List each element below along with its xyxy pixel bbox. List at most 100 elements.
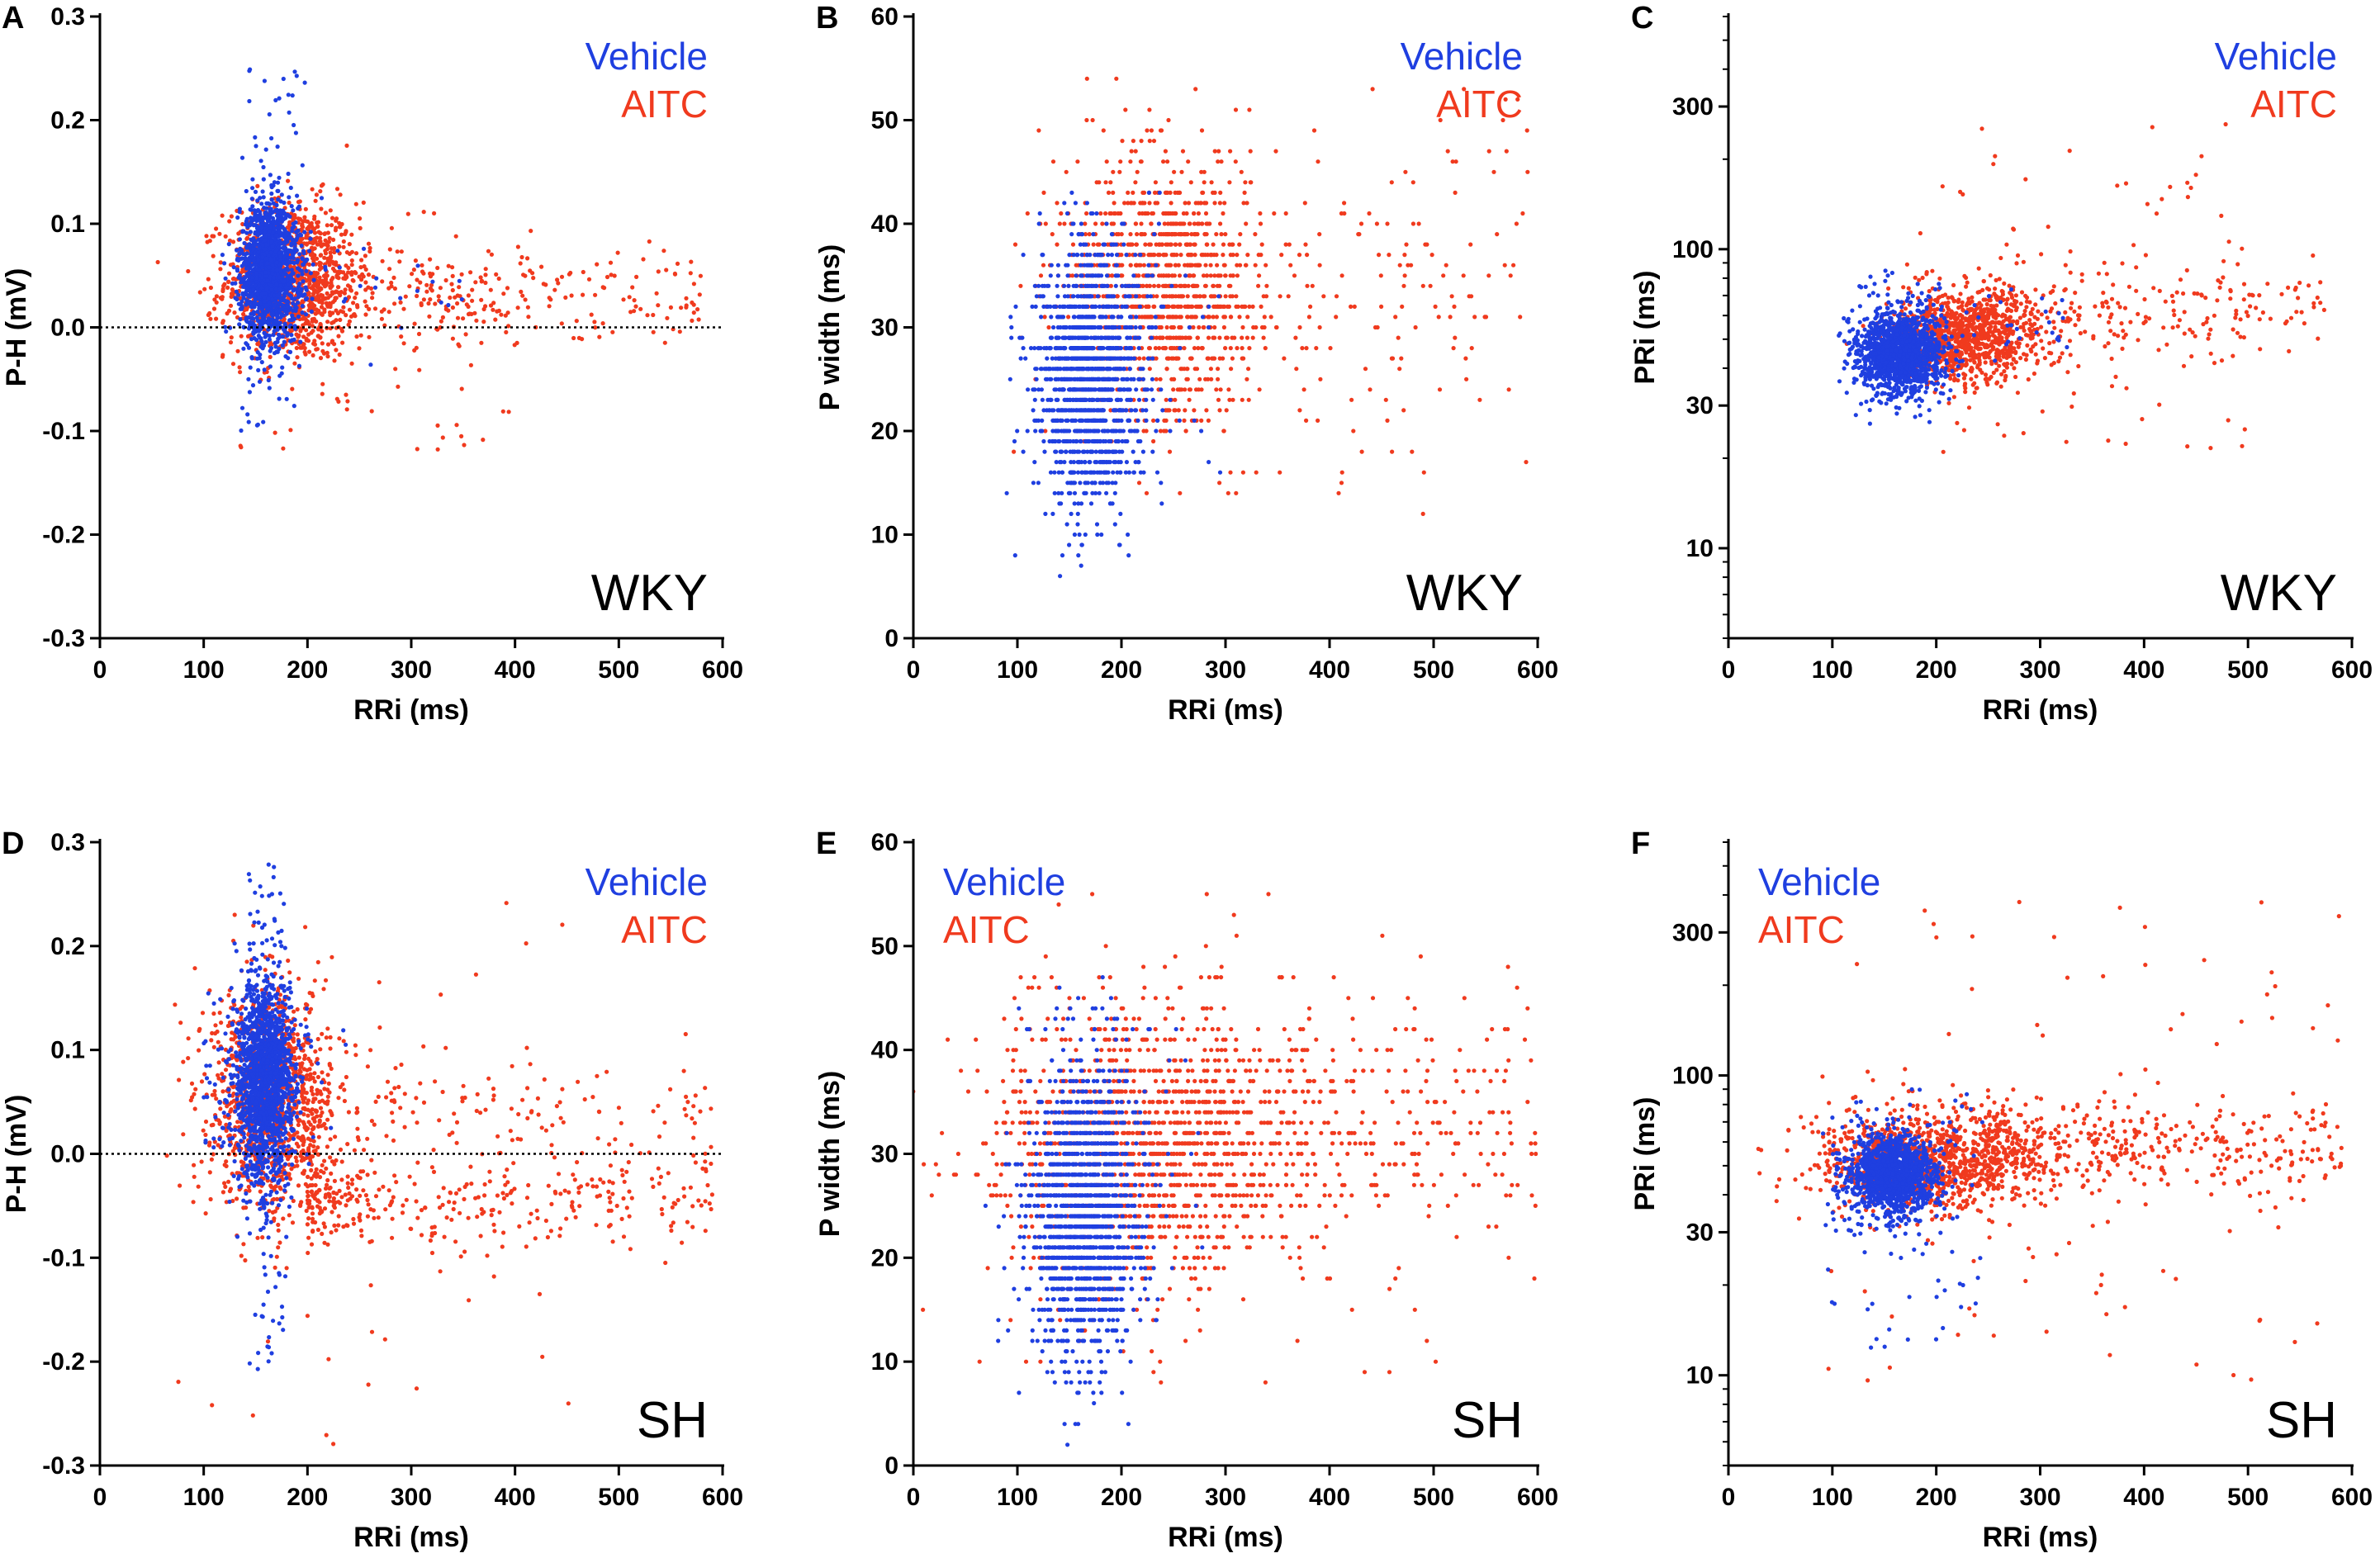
data-point bbox=[1156, 283, 1161, 288]
data-point bbox=[421, 210, 426, 215]
data-point bbox=[379, 316, 384, 321]
data-point bbox=[217, 231, 222, 236]
data-point bbox=[363, 253, 367, 258]
data-point bbox=[335, 285, 341, 290]
data-point bbox=[1212, 190, 1217, 195]
data-point bbox=[259, 360, 264, 365]
data-point bbox=[296, 291, 301, 296]
data-point bbox=[1150, 356, 1155, 361]
data-point bbox=[318, 286, 323, 291]
data-point bbox=[380, 258, 385, 263]
data-point bbox=[586, 277, 592, 282]
data-point bbox=[266, 232, 271, 237]
data-point bbox=[1195, 232, 1200, 237]
data-point bbox=[249, 254, 254, 259]
data-point bbox=[1164, 263, 1169, 268]
data-point bbox=[318, 356, 324, 361]
y-tick-label: -0.3 bbox=[42, 625, 85, 652]
data-point bbox=[235, 348, 240, 353]
data-point bbox=[311, 287, 316, 292]
data-point bbox=[518, 261, 523, 266]
data-point bbox=[256, 283, 261, 288]
data-point bbox=[332, 249, 337, 255]
data-point bbox=[1164, 335, 1169, 340]
data-point bbox=[1282, 356, 1287, 361]
data-point bbox=[1145, 294, 1150, 299]
data-point bbox=[1515, 97, 1520, 102]
data-point bbox=[610, 329, 615, 334]
data-point bbox=[1216, 397, 1221, 402]
data-point bbox=[543, 282, 548, 287]
data-point bbox=[411, 268, 416, 272]
data-point bbox=[1462, 87, 1467, 92]
data-point bbox=[1118, 470, 1123, 475]
data-point bbox=[1226, 490, 1230, 495]
data-point bbox=[294, 230, 299, 234]
data-point bbox=[317, 263, 323, 268]
data-point bbox=[609, 272, 614, 277]
data-point bbox=[267, 337, 272, 342]
data-point bbox=[1378, 273, 1383, 278]
data-point bbox=[1091, 242, 1096, 247]
data-point bbox=[322, 284, 328, 289]
data-point bbox=[323, 267, 328, 272]
data-point bbox=[1147, 367, 1152, 372]
data-point bbox=[325, 291, 330, 296]
data-point bbox=[1316, 159, 1320, 164]
data-point bbox=[1167, 449, 1173, 454]
data-point bbox=[462, 443, 467, 448]
data-point bbox=[1151, 139, 1157, 144]
data-point bbox=[1043, 221, 1048, 226]
data-point bbox=[339, 290, 344, 295]
data-point bbox=[258, 159, 263, 163]
data-point bbox=[265, 320, 270, 325]
data-point bbox=[1078, 242, 1083, 247]
data-point bbox=[1216, 159, 1221, 164]
data-point bbox=[260, 265, 265, 270]
data-point bbox=[277, 346, 282, 352]
data-point bbox=[415, 277, 420, 282]
data-point bbox=[278, 283, 283, 288]
data-point bbox=[305, 296, 310, 301]
data-point bbox=[259, 201, 264, 206]
data-point bbox=[1358, 221, 1364, 226]
data-point bbox=[1257, 387, 1262, 392]
data-point bbox=[239, 405, 245, 410]
data-point bbox=[1302, 201, 1307, 206]
data-point bbox=[328, 313, 333, 318]
data-point bbox=[1310, 283, 1315, 288]
data-point bbox=[1045, 356, 1050, 361]
data-point bbox=[1183, 387, 1188, 392]
data-point bbox=[595, 262, 600, 267]
data-point bbox=[243, 257, 248, 262]
data-point bbox=[304, 287, 309, 292]
data-point bbox=[392, 286, 397, 291]
data-point bbox=[1173, 263, 1178, 268]
data-point bbox=[1012, 449, 1017, 454]
data-point bbox=[311, 277, 316, 282]
data-point bbox=[256, 367, 261, 372]
data-point bbox=[1221, 253, 1226, 258]
data-point bbox=[1167, 315, 1172, 320]
data-point bbox=[334, 216, 339, 221]
data-point bbox=[302, 292, 307, 297]
data-point bbox=[1036, 128, 1041, 133]
data-point bbox=[320, 278, 325, 283]
data-point bbox=[305, 257, 310, 262]
data-point bbox=[263, 238, 268, 243]
data-point bbox=[1223, 232, 1228, 237]
data-point bbox=[296, 314, 301, 320]
data-point bbox=[1163, 149, 1168, 154]
data-point bbox=[468, 362, 474, 367]
data-point bbox=[228, 340, 234, 345]
data-point bbox=[1183, 232, 1188, 237]
data-point bbox=[627, 295, 632, 300]
data-point bbox=[206, 277, 211, 282]
data-point bbox=[281, 446, 286, 451]
data-point bbox=[1187, 397, 1192, 402]
data-point bbox=[359, 258, 364, 263]
data-point bbox=[1153, 315, 1158, 320]
data-point bbox=[415, 447, 420, 452]
data-point bbox=[1104, 273, 1110, 278]
data-point bbox=[1147, 324, 1152, 330]
